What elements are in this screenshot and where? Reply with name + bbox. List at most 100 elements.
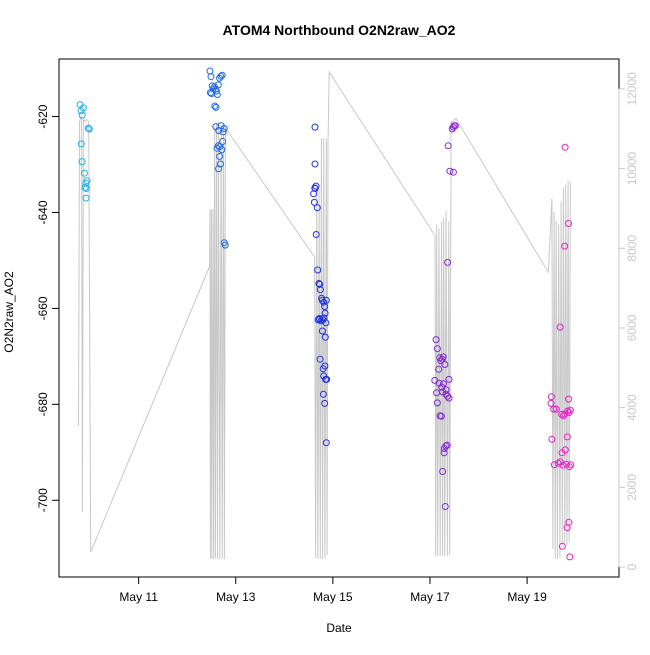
data-point	[444, 258, 452, 266]
data-point	[321, 309, 329, 317]
data-point	[558, 449, 566, 457]
data-point	[440, 380, 447, 388]
data-point	[432, 336, 440, 344]
data-point	[315, 315, 323, 322]
data-point	[216, 152, 224, 160]
data-point	[449, 168, 457, 176]
data-point	[445, 375, 453, 383]
x-tick-label: May 19	[507, 590, 547, 604]
data-point	[560, 412, 567, 420]
y-axis-label: O2N2raw_AO2	[2, 271, 16, 353]
chart-title: ATOM4 Northbound O2N2raw_AO2	[223, 22, 456, 38]
data-point	[211, 102, 219, 110]
data-point	[442, 442, 450, 450]
data-point	[322, 439, 330, 447]
data-point	[558, 410, 566, 418]
data-point	[322, 296, 330, 304]
data-point	[437, 412, 445, 420]
data-point	[442, 386, 450, 394]
data-point	[565, 395, 573, 403]
data-point	[550, 405, 558, 413]
data-point	[81, 169, 88, 177]
data-point	[212, 87, 220, 95]
y2-tick-label: 4000	[625, 394, 639, 421]
data-point	[321, 303, 329, 310]
data-point	[565, 220, 572, 227]
data-point	[311, 123, 319, 131]
data-point	[318, 294, 326, 302]
data-point	[433, 345, 441, 353]
data-point	[311, 185, 319, 192]
data-point	[318, 327, 326, 335]
data-point	[322, 319, 330, 327]
data-point	[313, 204, 321, 212]
data-point	[219, 138, 227, 145]
data-point	[83, 177, 91, 185]
y-tick-label: -660	[36, 296, 50, 320]
data-point	[213, 91, 221, 98]
data-point	[561, 242, 569, 250]
data-point	[312, 231, 320, 238]
data-point	[215, 165, 222, 173]
data-point	[439, 353, 447, 361]
y2-tick-label: 6000	[625, 314, 639, 341]
data-point	[451, 122, 459, 130]
data-point	[565, 463, 573, 471]
data-point	[321, 362, 329, 370]
data-point	[321, 333, 329, 341]
data-point	[314, 266, 322, 274]
data-point	[550, 461, 558, 469]
data-point	[440, 449, 448, 457]
data-point	[85, 125, 93, 133]
x-tick-label: May 11	[119, 590, 158, 604]
data-point	[82, 185, 90, 192]
data-point	[563, 433, 571, 441]
data-point	[77, 140, 85, 148]
data-point	[547, 393, 555, 401]
y2-tick-label: 12000	[625, 72, 639, 106]
data-point	[433, 399, 441, 407]
right-axis-line-layer	[78, 70, 571, 560]
data-point	[321, 399, 329, 407]
points-layer	[76, 67, 575, 561]
x-tick-label: May 13	[216, 590, 256, 604]
data-point	[558, 542, 566, 550]
data-point	[216, 160, 224, 168]
data-point	[445, 394, 453, 402]
data-point	[567, 461, 575, 469]
data-point	[218, 71, 226, 79]
data-point	[547, 399, 555, 407]
data-point	[323, 375, 331, 383]
y2-tick-label: 2000	[625, 474, 639, 501]
data-point	[435, 365, 443, 373]
data-point	[554, 459, 562, 467]
data-point	[556, 323, 564, 331]
data-point	[218, 146, 226, 154]
series-line	[78, 70, 571, 560]
data-point	[437, 357, 445, 365]
y-tick-label: -620	[36, 104, 50, 128]
data-point	[439, 468, 447, 475]
data-point	[217, 72, 225, 80]
data-point	[311, 160, 319, 168]
data-point	[563, 524, 571, 532]
x-axis: May 11 May 13 May 15 May 17 May 19	[119, 576, 547, 604]
x-tick-label: May 17	[410, 590, 450, 604]
data-point	[78, 111, 86, 119]
data-point	[316, 280, 324, 288]
data-point	[79, 104, 87, 112]
x-tick-label: May 15	[313, 590, 353, 604]
data-point	[441, 503, 449, 510]
data-point	[552, 405, 560, 413]
data-point	[212, 103, 220, 111]
data-point	[84, 124, 92, 132]
data-point	[221, 241, 229, 249]
data-point	[561, 143, 569, 151]
data-point	[446, 167, 454, 175]
data-point	[207, 73, 215, 81]
data-point	[566, 406, 574, 414]
y2-tick-label: 8000	[625, 235, 639, 262]
data-point	[82, 194, 90, 202]
